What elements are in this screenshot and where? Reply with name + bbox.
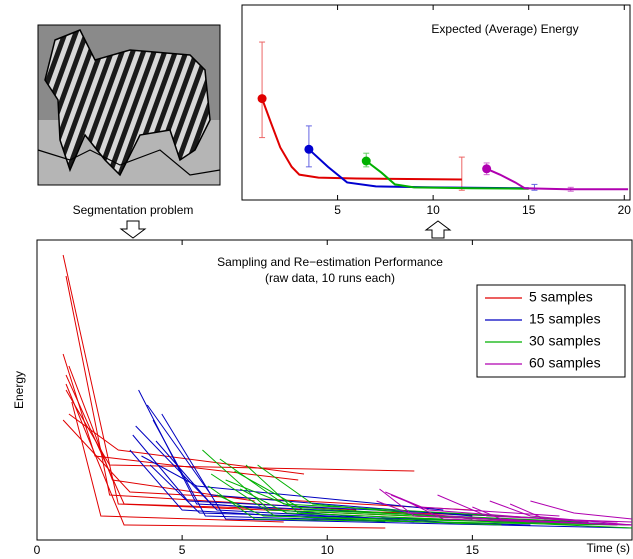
legend-label: 60 samples — [529, 355, 601, 371]
data-line — [234, 470, 589, 523]
x-tick-label: 15 — [466, 543, 480, 557]
x-tick-label: 10 — [321, 543, 335, 557]
data-line — [62, 419, 473, 511]
legend-label: 5 samples — [529, 289, 593, 305]
data-line — [509, 503, 633, 523]
data-line — [65, 383, 386, 529]
data-line — [62, 353, 299, 481]
zebra-image — [37, 24, 221, 186]
x-tick-label: 10 — [426, 203, 440, 217]
y-axis-label: Energy — [12, 371, 26, 409]
data-line — [486, 167, 629, 191]
legend-box — [476, 284, 626, 378]
data-line — [68, 413, 305, 475]
data-line — [135, 425, 502, 526]
start-marker — [361, 156, 371, 166]
data-line — [132, 434, 560, 520]
chart-title: Expected (Average) Energy — [431, 22, 578, 36]
image-caption: Segmentation problem — [73, 203, 194, 217]
data-line — [376, 500, 531, 523]
data-line — [390, 494, 560, 517]
plot-frame — [241, 4, 631, 201]
data-line — [261, 98, 462, 181]
data-line — [530, 500, 633, 520]
data-line — [365, 160, 529, 190]
x-tick-label: 5 — [334, 203, 341, 217]
data-line — [239, 488, 444, 520]
x-axis-label: Time (s) — [586, 541, 630, 555]
data-line — [207, 485, 618, 526]
data-line — [141, 455, 444, 511]
data-line — [65, 389, 415, 472]
x-tick-label: 20 — [618, 203, 632, 217]
chart-subtitle: (raw data, 10 runs each) — [265, 271, 395, 285]
legend-label: 30 samples — [529, 333, 601, 349]
x-tick-label: 0 — [34, 543, 41, 557]
error-bar — [259, 41, 266, 139]
down-arrow — [119, 220, 147, 239]
data-line — [216, 494, 633, 526]
chart-title: Sampling and Re−estimation Performance — [217, 255, 443, 269]
start-marker — [482, 164, 492, 174]
data-line — [489, 500, 633, 526]
data-line — [68, 365, 255, 502]
legend-label: 15 samples — [529, 311, 601, 327]
data-line — [155, 440, 415, 523]
error-bar — [458, 156, 465, 191]
start-marker — [257, 94, 267, 104]
up-arrow — [424, 220, 452, 239]
data-line — [71, 401, 284, 523]
x-tick-label: 15 — [522, 203, 536, 217]
x-tick-label: 5 — [179, 543, 186, 557]
start-marker — [304, 144, 314, 154]
